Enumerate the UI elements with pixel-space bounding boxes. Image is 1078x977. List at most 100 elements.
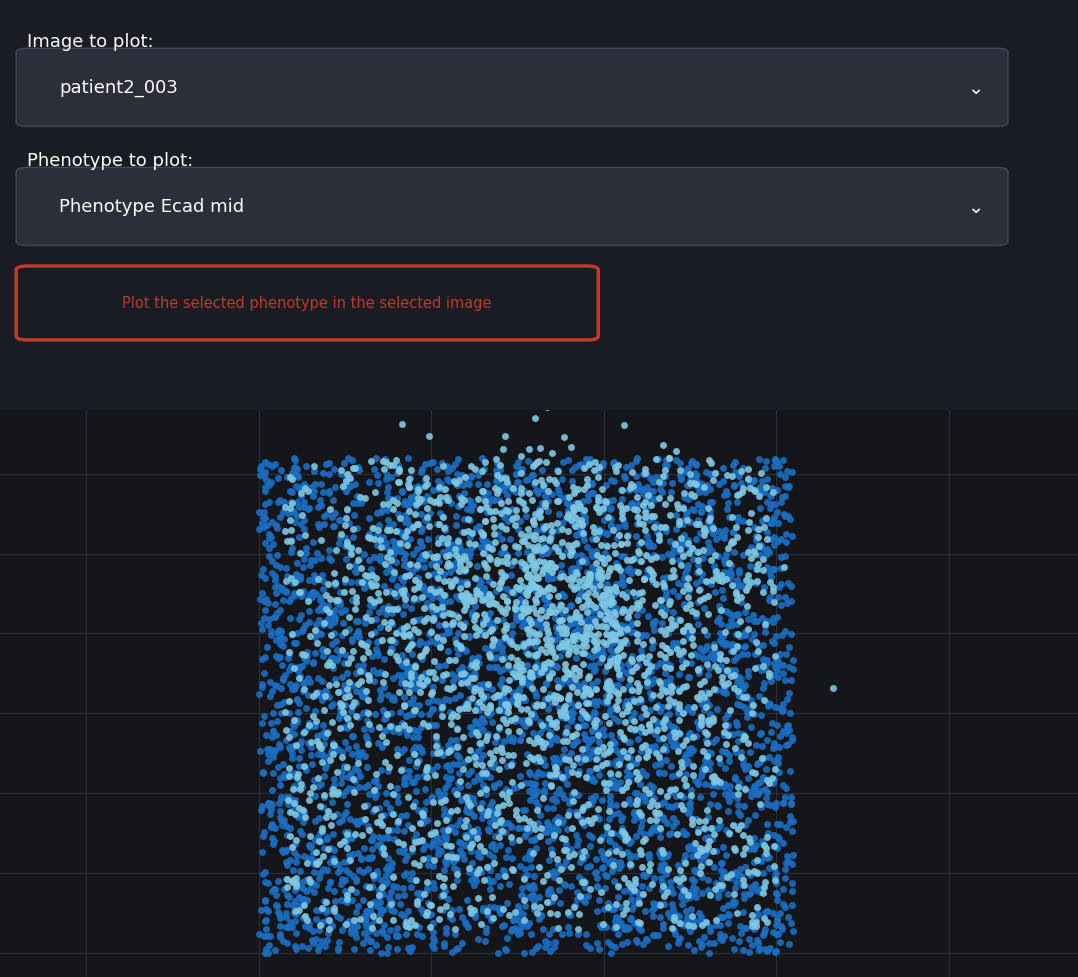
Point (607, 556, 624, 572)
Point (751, 754, 769, 770)
Point (699, 748, 716, 764)
Point (528, 571, 545, 586)
Point (515, 945, 533, 960)
Point (529, 939, 547, 955)
Point (695, 591, 713, 607)
Point (494, 744, 511, 760)
Point (563, 566, 580, 581)
Point (521, 732, 538, 747)
Point (431, 791, 448, 807)
Point (765, 595, 783, 611)
Point (539, 541, 556, 557)
Point (265, 749, 282, 765)
Point (389, 506, 406, 522)
Point (746, 646, 763, 661)
Point (506, 780, 523, 795)
Point (730, 776, 747, 791)
Point (542, 533, 559, 549)
Point (323, 794, 341, 810)
Point (438, 493, 455, 509)
Point (493, 812, 510, 828)
Point (761, 668, 778, 684)
Point (448, 862, 466, 877)
Point (632, 724, 649, 740)
Point (430, 786, 447, 802)
Point (575, 689, 592, 704)
Point (694, 651, 711, 666)
Point (576, 675, 593, 691)
Point (396, 547, 413, 563)
Point (603, 473, 620, 488)
Point (552, 491, 569, 507)
Point (334, 643, 351, 658)
Point (682, 648, 700, 663)
Point (522, 880, 539, 896)
Point (373, 841, 390, 857)
Point (783, 594, 800, 610)
Point (527, 639, 544, 655)
Point (436, 587, 453, 603)
Point (564, 729, 581, 744)
Point (287, 765, 304, 781)
Point (650, 765, 667, 781)
Point (359, 573, 376, 588)
Point (626, 875, 644, 891)
Point (525, 877, 542, 893)
Point (585, 643, 603, 658)
Point (442, 709, 459, 725)
Point (700, 761, 717, 777)
Point (543, 598, 561, 614)
Point (330, 742, 347, 757)
Point (409, 491, 426, 507)
Point (326, 615, 343, 630)
Point (544, 750, 562, 766)
Point (273, 623, 290, 639)
Point (534, 698, 551, 713)
Point (476, 539, 494, 555)
Point (720, 753, 737, 769)
Point (554, 534, 571, 550)
Point (766, 452, 784, 468)
Point (627, 469, 645, 485)
Point (771, 740, 788, 755)
Point (759, 817, 776, 832)
Point (572, 844, 590, 860)
Point (521, 715, 538, 731)
Point (511, 611, 528, 626)
Point (499, 514, 516, 530)
Point (534, 718, 551, 734)
Point (415, 678, 432, 694)
Point (513, 701, 530, 717)
Point (730, 566, 747, 581)
Point (645, 712, 662, 728)
Point (520, 570, 537, 585)
Point (320, 724, 337, 740)
Point (761, 589, 778, 605)
Point (430, 632, 447, 648)
Point (340, 741, 357, 756)
Point (729, 650, 746, 665)
Point (481, 798, 498, 814)
Point (457, 676, 474, 692)
Point (471, 502, 488, 518)
Point (622, 497, 639, 513)
Point (732, 578, 749, 594)
Point (405, 581, 423, 597)
Point (480, 497, 497, 513)
Point (513, 481, 530, 496)
Point (667, 721, 685, 737)
Point (663, 769, 680, 785)
Point (461, 679, 479, 695)
Point (550, 482, 567, 497)
Point (653, 863, 671, 878)
Point (375, 711, 392, 727)
Point (448, 872, 466, 888)
Point (313, 821, 330, 836)
Point (572, 584, 590, 600)
Point (326, 462, 343, 478)
Point (379, 559, 397, 574)
Point (271, 737, 288, 752)
Point (616, 468, 633, 484)
Point (274, 671, 291, 687)
Point (409, 558, 426, 573)
